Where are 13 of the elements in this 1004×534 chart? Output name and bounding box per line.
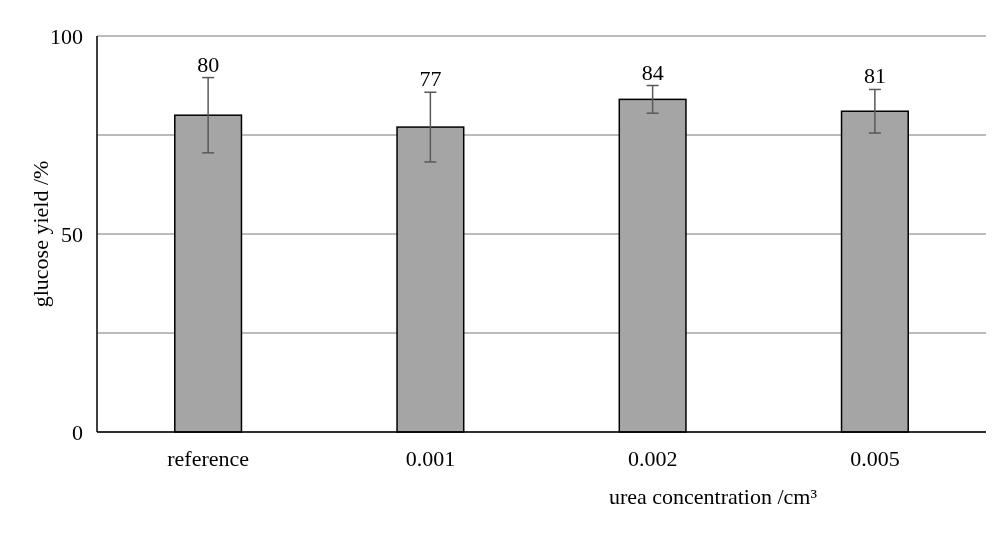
x-tick-label: 0.002	[627, 446, 678, 471]
x-tick-label: 0.005	[850, 446, 900, 471]
x-tick-label: reference	[167, 446, 250, 471]
y-tick-label: 50	[61, 221, 83, 247]
y-tick-label: 0	[72, 419, 83, 445]
y-tick-label: 100	[50, 23, 83, 49]
y-axis-title: glucose yield /%	[28, 160, 53, 308]
x-tick-label: 0.001	[405, 446, 456, 471]
data-label: 84	[641, 59, 664, 85]
x-axis-title: urea concentration /cm³	[608, 484, 818, 509]
data-label: 77	[419, 66, 442, 92]
data-label: 81	[863, 63, 886, 89]
data-label: 80	[197, 51, 220, 77]
